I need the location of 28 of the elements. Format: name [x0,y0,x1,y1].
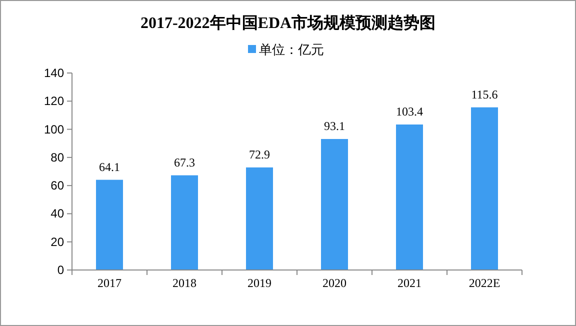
data-label: 64.1 [99,160,120,174]
y-tick-label: 100 [44,122,64,136]
x-tick-label: 2017 [98,276,122,290]
bar [96,180,123,270]
bar [471,107,498,270]
data-label: 115.6 [471,87,498,102]
y-tick-label: 140 [44,66,64,80]
x-tick-label: 2019 [248,276,272,290]
y-tick-label: 60 [50,178,64,193]
x-tick-label: 2022E [468,276,500,290]
chart-title: 2017-2022年中国EDA市场规模预测趋势图 [140,14,436,32]
y-tick-label: 80 [50,150,64,164]
data-label: 72.9 [249,147,270,162]
x-tick-label: 2021 [398,276,422,290]
y-tick-label: 0 [57,263,64,277]
data-label: 103.4 [396,104,423,118]
y-tick-label: 40 [50,206,64,221]
x-tick-label: 2018 [172,276,196,290]
legend-label: 单位：亿元 [259,42,324,57]
y-tick-label: 120 [44,94,64,108]
bar [171,175,198,270]
x-tick-label: 2020 [322,276,346,290]
data-label: 93.1 [324,118,345,133]
bar [321,138,348,270]
bar [396,124,423,270]
bar [246,167,273,270]
y-tick-label: 20 [50,234,64,249]
data-label: 67.3 [174,155,195,170]
